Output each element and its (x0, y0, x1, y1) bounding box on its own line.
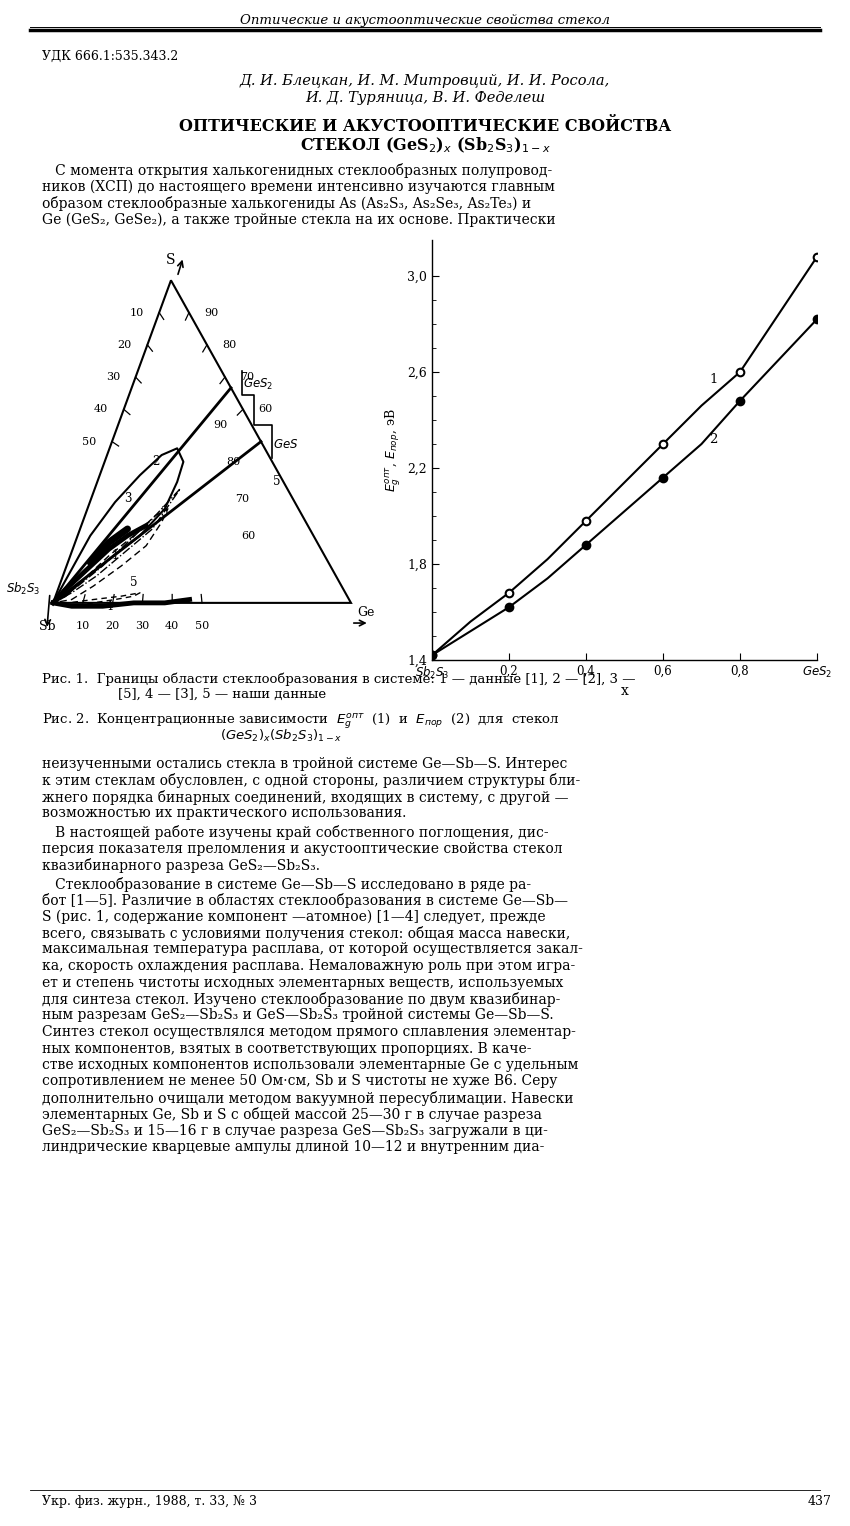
Text: Sb: Sb (38, 620, 55, 633)
Text: 437: 437 (808, 1495, 832, 1508)
Text: ОПТИЧЕСКИЕ И АКУСТООПТИЧЕСКИЕ СВОЙСТВА: ОПТИЧЕСКИЕ И АКУСТООПТИЧЕСКИЕ СВОЙСТВА (178, 118, 672, 134)
Text: 60: 60 (241, 531, 256, 540)
Text: 30: 30 (135, 621, 150, 632)
Text: $(GeS_2)_x(Sb_2S_3)_{1-x}$: $(GeS_2)_x(Sb_2S_3)_{1-x}$ (220, 728, 343, 745)
Text: Д. И. Блецкан, И. М. Митровций, И. И. Росола,: Д. И. Блецкан, И. М. Митровций, И. И. Ро… (240, 73, 610, 89)
Text: неизученными остались стекла в тройной системе Ge—Sb—S. Интерес: неизученными остались стекла в тройной с… (42, 757, 568, 771)
Text: S: S (167, 253, 176, 267)
Text: 70: 70 (241, 372, 255, 382)
Text: В настоящей работе изучены край собственного поглощения, дис-: В настоящей работе изучены край собствен… (42, 826, 548, 839)
Text: возможностью их практического использования.: возможностью их практического использова… (42, 807, 406, 821)
Text: к этим стеклам обусловлен, с одной стороны, различием структуры бли-: к этим стеклам обусловлен, с одной сторо… (42, 774, 581, 789)
Text: 5: 5 (130, 577, 138, 589)
X-axis label: x: x (620, 684, 628, 697)
Text: 4: 4 (105, 600, 113, 613)
Text: 30: 30 (105, 372, 120, 382)
Text: 5: 5 (273, 476, 281, 488)
Text: Ge (GeS₂, GeSe₂), а также тройные стекла на их основе. Практически: Ge (GeS₂, GeSe₂), а также тройные стекла… (42, 212, 556, 227)
Text: Рис. 2.  Концентрационные зависимости  $E_g^{опт}$  (1)  и  $E_{пор}$  (2)  для : Рис. 2. Концентрационные зависимости $E_… (42, 713, 560, 731)
Text: С момента открытия халькогенидных стеклообразных полупровод-: С момента открытия халькогенидных стекло… (42, 163, 552, 179)
Text: УДК 666.1:535.343.2: УДК 666.1:535.343.2 (42, 50, 178, 63)
Text: бот [1—5]. Различие в областях стеклообразования в системе Ge—Sb—: бот [1—5]. Различие в областях стеклообр… (42, 893, 568, 908)
Text: линдрические кварцевые ампулы длиной 10—12 и внутренним диа-: линдрические кварцевые ампулы длиной 10—… (42, 1140, 544, 1155)
Text: для синтеза стекол. Изучено стеклообразование по двум квазибинар-: для синтеза стекол. Изучено стеклообразо… (42, 992, 560, 1007)
Text: ет и степень чистоты исходных элементарных веществ, используемых: ет и степень чистоты исходных элементарн… (42, 975, 564, 989)
Text: ников (ХСП) до настоящего времени интенсивно изучаются главным: ников (ХСП) до настоящего времени интенс… (42, 180, 555, 194)
Text: Рис. 1.  Границы области стеклообразования в системе: 1 — данные [1], 2 — [2], 3: Рис. 1. Границы области стеклообразовани… (42, 671, 636, 685)
Text: ных компонентов, взятых в соответствующих пропорциях. В каче-: ных компонентов, взятых в соответствующи… (42, 1042, 531, 1056)
Text: 80: 80 (226, 456, 241, 467)
Y-axis label: $E_g^{опт}$, $E_{пор}$, эВ: $E_g^{опт}$, $E_{пор}$, эВ (383, 409, 403, 491)
Text: 40: 40 (94, 404, 108, 415)
Text: И. Д. Туряница, В. И. Феделеш: И. Д. Туряница, В. И. Феделеш (305, 92, 545, 105)
Text: жнего порядка бинарных соединений, входящих в систему, с другой —: жнего порядка бинарных соединений, входя… (42, 790, 569, 806)
Text: 3: 3 (124, 493, 131, 505)
Text: 10: 10 (129, 308, 144, 317)
Text: $Sb_2S_3$: $Sb_2S_3$ (6, 581, 41, 598)
Text: персия показателя преломления и акустооптические свойства стекол: персия показателя преломления и акустооп… (42, 841, 563, 856)
Text: 60: 60 (258, 404, 273, 415)
Text: ка, скорость охлаждения расплава. Немаловажную роль при этом игра-: ка, скорость охлаждения расплава. Немало… (42, 958, 575, 974)
Text: ным разрезам GeS₂—Sb₂S₃ и GeS—Sb₂S₃ тройной системы Ge—Sb—S.: ным разрезам GeS₂—Sb₂S₃ и GeS—Sb₂S₃ трой… (42, 1009, 553, 1022)
Text: максимальная температура расплава, от которой осуществляется закал-: максимальная температура расплава, от ко… (42, 943, 583, 957)
Text: элементарных Ge, Sb и S с общей массой 25—30 г в случае разреза: элементарных Ge, Sb и S с общей массой 2… (42, 1108, 542, 1123)
Text: 2: 2 (709, 433, 717, 446)
Text: 70: 70 (235, 494, 249, 504)
Text: всего, связывать с условиями получения стекол: общая масса навески,: всего, связывать с условиями получения с… (42, 926, 570, 942)
Text: 1: 1 (111, 549, 119, 563)
Text: Синтез стекол осуществлялся методом прямого сплавления элементар-: Синтез стекол осуществлялся методом прям… (42, 1025, 576, 1039)
Text: Оптические и акустооптические свойства стекол: Оптические и акустооптические свойства с… (240, 14, 610, 27)
Text: 10: 10 (76, 621, 90, 632)
Text: Ge: Ge (357, 606, 375, 620)
Text: Укр. физ. журн., 1988, т. 33, № 3: Укр. физ. журн., 1988, т. 33, № 3 (42, 1495, 257, 1508)
Text: 50: 50 (195, 621, 209, 632)
Text: Стеклообразование в системе Ge—Sb—S исследовано в ряде ра-: Стеклообразование в системе Ge—Sb—S иссл… (42, 876, 531, 891)
Text: 1: 1 (709, 372, 717, 386)
Text: стве исходных компонентов использовали элементарные Ge с удельным: стве исходных компонентов использовали э… (42, 1058, 578, 1071)
Text: 20: 20 (117, 340, 132, 349)
Text: 5: 5 (161, 505, 168, 519)
Text: 80: 80 (223, 340, 237, 349)
Text: 50: 50 (82, 436, 97, 447)
Text: квазибинарного разреза GeS₂—Sb₂S₃.: квазибинарного разреза GeS₂—Sb₂S₃. (42, 858, 320, 873)
Text: 90: 90 (205, 308, 218, 317)
Text: GeS₂—Sb₂S₃ и 15—16 г в случае разреза GeS—Sb₂S₃ загружали в ци-: GeS₂—Sb₂S₃ и 15—16 г в случае разреза Ge… (42, 1125, 548, 1138)
Text: сопротивлением не менее 50 Ом·см, Sb и S чистоты не хуже В6. Серу: сопротивлением не менее 50 Ом·см, Sb и S… (42, 1074, 558, 1088)
Text: образом стеклообразные халькогениды As (As₂S₃, As₂Se₃, As₂Te₃) и: образом стеклообразные халькогениды As (… (42, 195, 531, 211)
Text: СТЕКОЛ (GeS$_2$)$_x$ (Sb$_2$S$_3$)$_{1-x}$: СТЕКОЛ (GeS$_2$)$_x$ (Sb$_2$S$_3$)$_{1-x… (300, 136, 550, 156)
Text: дополнительно очищали методом вакуумной пересублимации. Навески: дополнительно очищали методом вакуумной … (42, 1091, 574, 1106)
Text: [5], 4 — [3], 5 — наши данные: [5], 4 — [3], 5 — наши данные (118, 688, 326, 700)
Text: $GeS$: $GeS$ (274, 438, 299, 452)
Text: 2: 2 (152, 455, 159, 468)
Text: S (рис. 1, содержание компонент —атомное) [1—4] следует, прежде: S (рис. 1, содержание компонент —атомное… (42, 909, 546, 923)
Text: 90: 90 (213, 420, 228, 430)
Text: 40: 40 (165, 621, 179, 632)
Text: 20: 20 (105, 621, 120, 632)
Text: $GeS_2$: $GeS_2$ (243, 377, 274, 392)
